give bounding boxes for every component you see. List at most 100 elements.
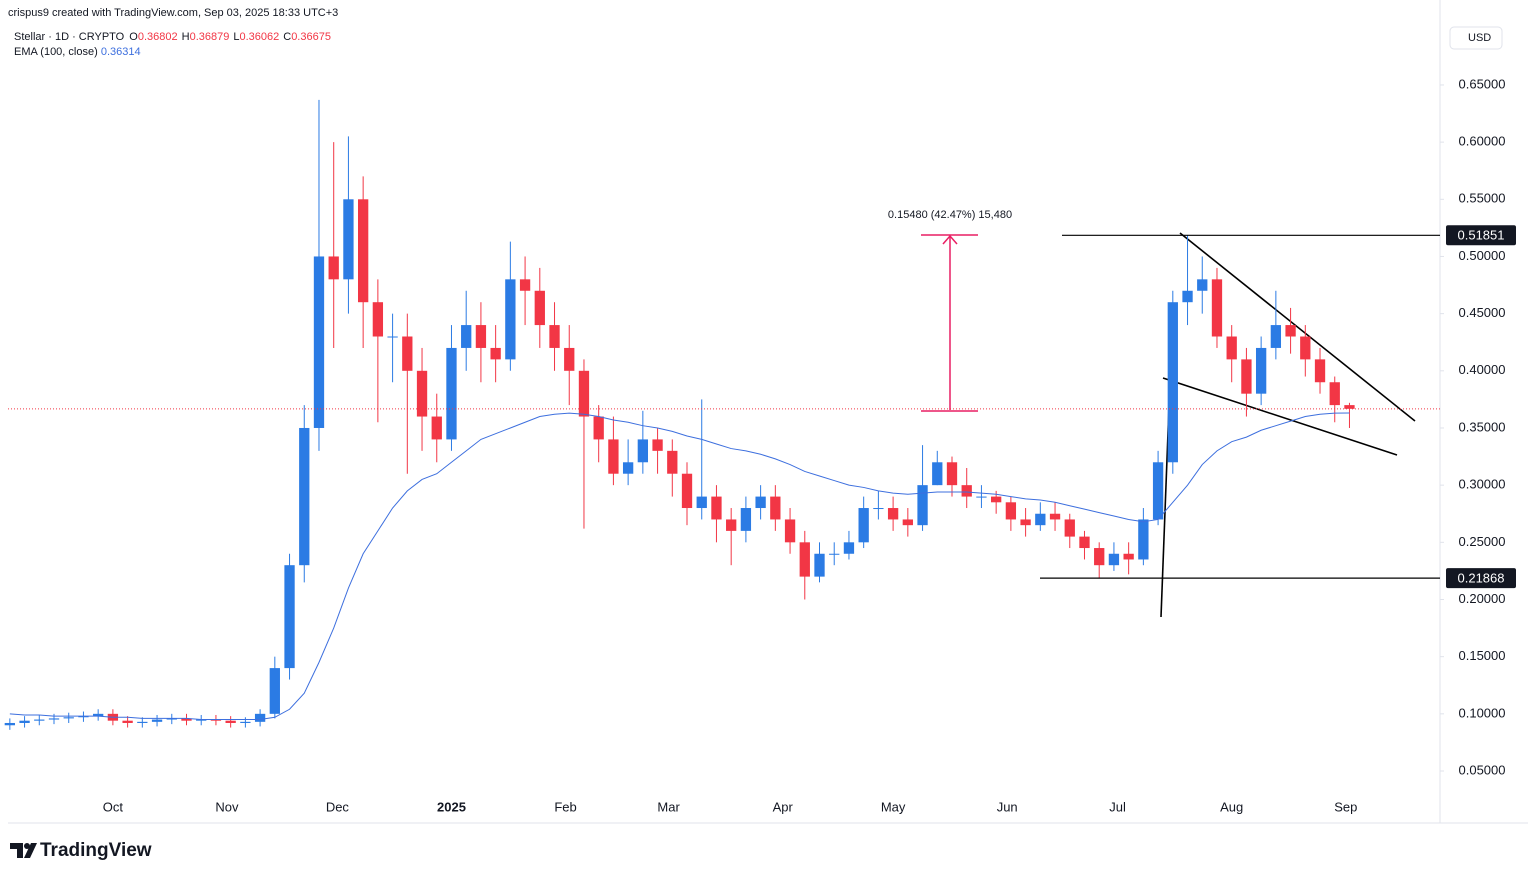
y-tick-label: 0.60000: [1459, 134, 1506, 149]
candle-body: [48, 718, 60, 720]
legend: Stellar · 1D · CRYPTO O0.36802 H0.36879 L0…: [14, 30, 331, 60]
candle-body: [328, 256, 339, 280]
currency-box[interactable]: [1449, 26, 1503, 50]
candle-body: [784, 519, 796, 543]
candle-body: [770, 496, 781, 520]
candle-body: [1064, 519, 1075, 537]
ohlc-label: C: [283, 31, 292, 43]
candle-body: [1182, 290, 1193, 303]
candle-body: [1285, 325, 1296, 337]
candle-body: [313, 256, 325, 428]
brand: TradingView: [40, 840, 152, 861]
candle-body: [1255, 347, 1267, 394]
logo: TradingView: [10, 840, 152, 861]
y-tick-label: 0.30000: [1459, 477, 1506, 492]
x-tick-label: Jun: [997, 799, 1018, 814]
x-tick-label: Dec: [326, 799, 350, 814]
candle-body: [1138, 519, 1149, 560]
candle-body: [181, 718, 192, 721]
candle-body: [1211, 279, 1223, 337]
candle-body: [991, 496, 1002, 503]
candle-body: [917, 485, 928, 526]
x-tick-label: Jul: [1109, 799, 1126, 814]
candle-body: [343, 199, 354, 280]
ema-name: EMA (100, close): [14, 46, 98, 58]
candle-body: [461, 325, 472, 348]
candle-body: [299, 427, 310, 566]
candle-body: [210, 719, 222, 721]
candle-body: [490, 347, 501, 360]
candle-body: [284, 565, 295, 669]
candle-body: [63, 717, 74, 719]
candle-body: [475, 325, 487, 348]
ohlc: O0.36802 H0.36879 L0.36062 C0.36675: [127, 31, 331, 43]
candle-body: [166, 718, 177, 720]
y-tick-label: 0.55000: [1459, 191, 1506, 206]
y-tick-label: 0.20000: [1459, 591, 1506, 606]
candle-body: [1005, 502, 1017, 520]
candle-body: [696, 496, 707, 509]
candle-body: [1079, 536, 1090, 549]
ohlc-label: O: [129, 31, 138, 43]
candle-body: [608, 439, 619, 474]
logo-mark: [24, 843, 30, 849]
ohlc-label: L: [233, 31, 240, 43]
candle-body: [740, 508, 752, 531]
candle-body: [1270, 325, 1282, 348]
candle-body: [122, 720, 133, 723]
candle-body: [4, 722, 15, 726]
y-tick-label: 0.05000: [1459, 762, 1506, 777]
x-tick-label: Oct: [103, 799, 124, 814]
candle-body: [1108, 553, 1120, 566]
trendline: [1179, 232, 1416, 422]
candle-body: [887, 508, 899, 520]
candle-body: [637, 439, 649, 463]
candle-body: [1197, 279, 1208, 291]
candle-body: [578, 370, 590, 417]
candle-body: [505, 279, 516, 360]
candle-body: [151, 719, 163, 722]
measure-label: 0.15480 (42.47%) 15,480: [888, 209, 1012, 221]
candle-body: [843, 542, 855, 554]
arrow-head: [942, 234, 958, 245]
ohlc-label: H: [181, 31, 190, 43]
candle-body: [1344, 405, 1355, 409]
candle-body: [269, 668, 280, 714]
candle-body: [593, 416, 604, 440]
candle-body: [711, 496, 722, 520]
candle-body: [932, 462, 943, 486]
level-label-box: [1446, 225, 1516, 246]
candle-body: [946, 462, 958, 486]
candle-body: [549, 325, 560, 348]
candle-body: [1167, 302, 1178, 463]
candle-body: [961, 485, 972, 497]
ema-row: EMA (100, close) 0.36314: [14, 45, 331, 60]
logo-mark: [24, 843, 37, 858]
candle-body: [814, 553, 825, 577]
candle-body: [622, 462, 634, 474]
candle-body: [240, 721, 251, 723]
x-tick-label: Sep: [1334, 799, 1357, 814]
candle-body: [19, 720, 30, 723]
y-tick-label: 0.25000: [1459, 534, 1506, 549]
y-tick-label: 0.45000: [1459, 305, 1506, 320]
x-tick-label: Feb: [554, 799, 576, 814]
x-tick-label: Nov: [215, 799, 239, 814]
pane: [8, 0, 1528, 822]
candle-body: [431, 416, 442, 440]
ohlc-value: 0.36675: [291, 31, 331, 43]
candle-body: [372, 302, 384, 337]
candle-body: [534, 290, 545, 326]
candle-body: [1152, 462, 1164, 520]
x-tick-label: 2025: [437, 799, 466, 814]
candle-body: [446, 347, 457, 440]
y-tick-label: 0.65000: [1459, 76, 1506, 91]
x-tick-label: Apr: [773, 799, 794, 814]
candle-body: [1123, 553, 1134, 560]
candle-body: [402, 336, 413, 371]
level-label: 0.21868: [1458, 571, 1505, 586]
ohlc-value: 0.36062: [239, 31, 280, 43]
symbol: Stellar · 1D · CRYPTO: [14, 31, 125, 43]
candle-body: [519, 279, 531, 291]
